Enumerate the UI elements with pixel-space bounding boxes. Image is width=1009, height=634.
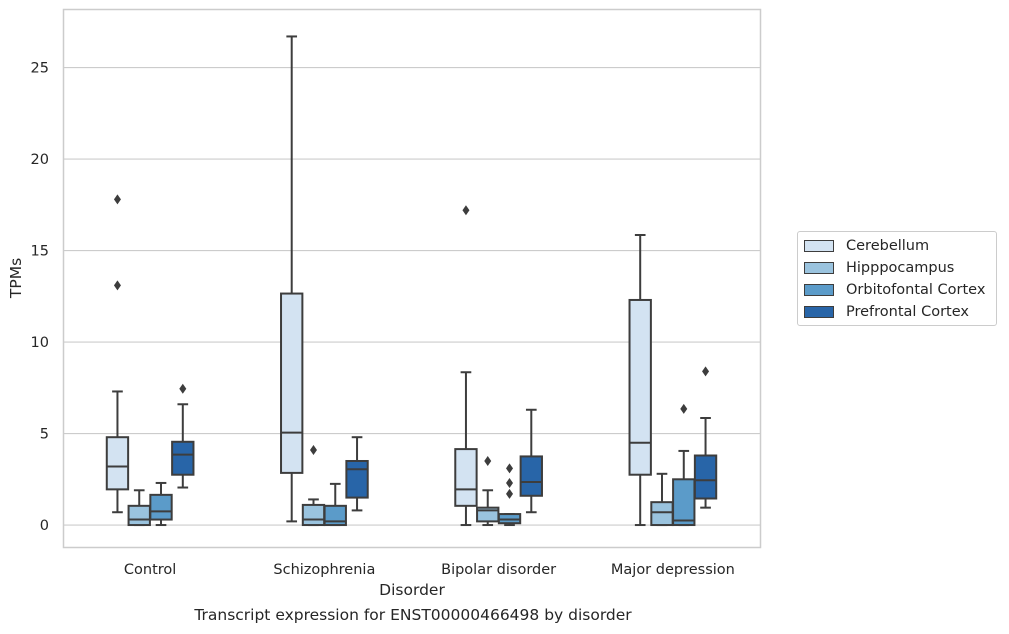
legend-item-hippocampus: Hipppocampus (804, 258, 954, 278)
box-body (301, 503, 326, 527)
x-tick-label: Schizophrenia (273, 562, 375, 578)
outlier-point (309, 445, 317, 456)
box-body (345, 459, 369, 499)
y-tick-label: 0 (40, 518, 49, 534)
y-tick-label: 20 (31, 152, 49, 168)
box-prefrontal-cortex (345, 436, 369, 512)
box-body (171, 440, 195, 476)
box-hipppocampus (127, 489, 151, 527)
outlier-point (506, 477, 514, 488)
legend-item-cerebellum: Cerebellum (804, 236, 929, 256)
outlier-point (702, 366, 710, 377)
y-axis-label: TPMs (7, 258, 25, 299)
box-hipppocampus (650, 472, 674, 527)
plot-frame (62, 8, 762, 549)
y-tick-label: 25 (31, 61, 49, 77)
box-hipppocampus (476, 455, 500, 527)
outlier-point (484, 455, 492, 466)
box-body (454, 448, 478, 507)
box-body (105, 436, 130, 491)
box-cerebellum (628, 233, 652, 527)
box-prefrontal-cortex (693, 366, 718, 509)
x-tick-label: Bipolar disorder (441, 562, 556, 578)
legend: Cerebellum Hipppocampus Orbitofontal Cor… (797, 231, 997, 326)
box-body (127, 504, 151, 527)
box-cerebellum (280, 35, 304, 523)
outlier-point (113, 194, 121, 205)
outlier-point (462, 205, 470, 216)
legend-label-cerebellum: Cerebellum (846, 238, 930, 254)
box-orbitofontal-cortex (497, 463, 522, 527)
box-orbitofontal-cortex (672, 403, 696, 527)
box-orbitofontal-cortex (149, 481, 173, 527)
legend-swatch-hippocampus (804, 262, 834, 274)
legend-label-hippocampus: Hipppocampus (846, 260, 955, 276)
chart-caption: Transcript expression for ENST0000046649… (194, 606, 632, 624)
legend-label-prefrontal-cortex: Prefrontal Cortex (846, 304, 969, 320)
legend-item-orbitofrontal-cortex: Orbitofontal Cortex (804, 280, 985, 300)
x-tick-label: Major depression (611, 562, 735, 578)
box-cerebellum (454, 205, 478, 527)
outlier-point (506, 463, 514, 474)
legend-item-prefrontal-cortex: Prefrontal Cortex (804, 302, 969, 322)
legend-swatch-cerebellum (804, 240, 834, 252)
box-cerebellum (105, 194, 130, 514)
outlier-point (113, 280, 121, 291)
x-axis-label: Disorder (379, 581, 445, 599)
x-tick-label: Control (124, 562, 176, 578)
outlier-point (179, 383, 187, 394)
legend-swatch-orbitofrontal-cortex (804, 284, 834, 296)
box-body (693, 454, 718, 500)
y-axis-ticks: 0 5 10 15 20 25 (31, 61, 49, 534)
box-body (149, 493, 173, 521)
box-prefrontal-cortex (171, 383, 195, 489)
x-axis-ticks: Control Schizophrenia Bipolar disorder Majo… (124, 562, 735, 578)
box-body (628, 298, 652, 476)
legend-swatch-prefrontal-cortex (804, 306, 834, 318)
outlier-point (506, 488, 514, 499)
box-body (672, 478, 696, 527)
y-tick-label: 15 (31, 244, 49, 260)
y-tick-label: 5 (40, 427, 49, 443)
box-prefrontal-cortex (519, 408, 543, 514)
grid-lines (63, 66, 760, 526)
box-body (650, 501, 674, 527)
box-orbitofontal-cortex (323, 482, 347, 527)
box-body (280, 292, 304, 474)
outlier-point (680, 403, 688, 414)
y-tick-label: 10 (31, 335, 49, 351)
box-hipppocampus (301, 445, 326, 527)
box-plot-area (105, 35, 718, 527)
legend-label-orbitofrontal-cortex: Orbitofontal Cortex (846, 282, 986, 298)
box-body (323, 504, 347, 527)
box-body (519, 455, 543, 497)
